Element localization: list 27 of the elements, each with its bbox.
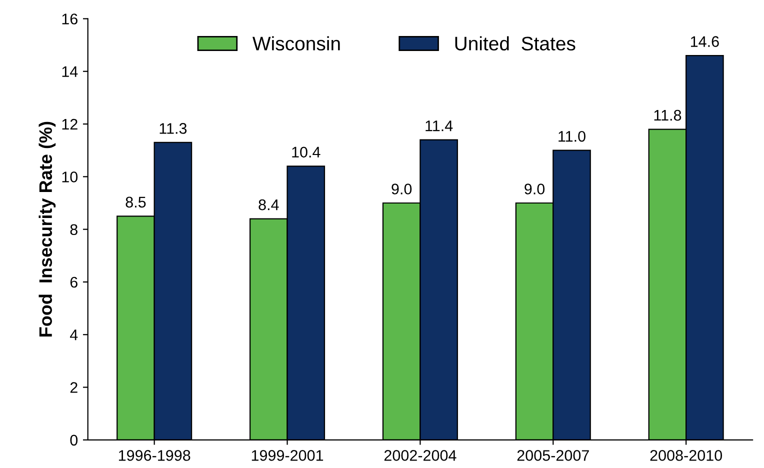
y-tick-label: 10 [62, 172, 78, 182]
y-tick-label: 8 [70, 224, 78, 236]
y-tick-label: 6 [70, 276, 78, 288]
data-label: 8.4 [258, 199, 279, 210]
data-label: 11.0 [558, 130, 586, 142]
x-tick-label: 2005-2007 [517, 450, 589, 461]
legend-label: United States [455, 36, 576, 51]
y-tick-label: 4 [70, 330, 78, 340]
y-tick-label: 14 [62, 66, 78, 77]
data-label: 11.4 [426, 120, 453, 132]
x-tick-label: 1996-1998 [118, 450, 190, 461]
legend-label: Wisconsin [252, 36, 340, 51]
data-label: 8.5 [126, 196, 146, 208]
y-axis-title: Food Insecurity Rate (%) [38, 122, 56, 336]
x-tick-label: 1999-2001 [252, 450, 324, 461]
data-label: 9.0 [392, 184, 412, 194]
data-label: 9.0 [524, 184, 545, 194]
data-label: 11.3 [160, 123, 187, 134]
data-label: 11.8 [654, 110, 682, 121]
x-tick-label: 2008-2010 [650, 450, 722, 461]
x-tick-label: 2002-2004 [384, 450, 456, 461]
data-label: 10.4 [292, 146, 320, 158]
y-tick-label: 0 [70, 434, 78, 446]
data-label: 14.6 [690, 36, 719, 47]
y-tick-label: 16 [62, 14, 78, 24]
y-tick-label: 12 [62, 118, 78, 130]
y-tick-label: 2 [70, 382, 78, 393]
